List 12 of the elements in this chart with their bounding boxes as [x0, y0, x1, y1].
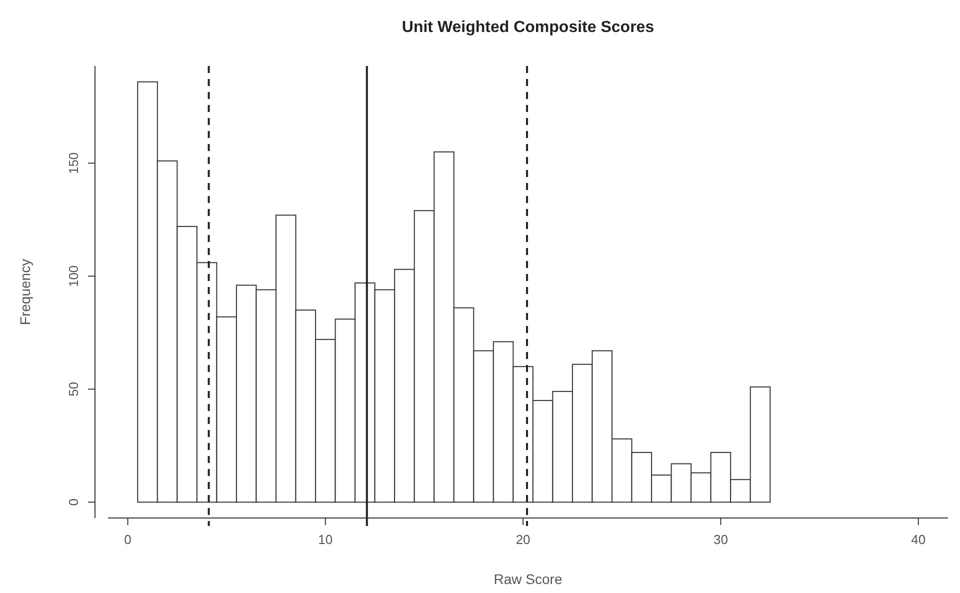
y-tick-label: 150 [66, 152, 81, 174]
y-tick-label: 50 [66, 382, 81, 396]
x-tick-label: 40 [911, 532, 926, 547]
y-axis-title: Frequency [17, 258, 33, 326]
x-tick-label: 0 [124, 532, 132, 547]
y-tick-label: 0 [66, 498, 81, 506]
y-tick-label: 100 [66, 265, 81, 288]
x-tick-label: 20 [516, 532, 530, 547]
chart-title: Unit Weighted Composite Scores [402, 19, 654, 36]
x-axis-title: Raw Score [494, 571, 562, 587]
x-tick-label: 30 [713, 532, 728, 547]
x-tick-label: 10 [318, 532, 333, 547]
